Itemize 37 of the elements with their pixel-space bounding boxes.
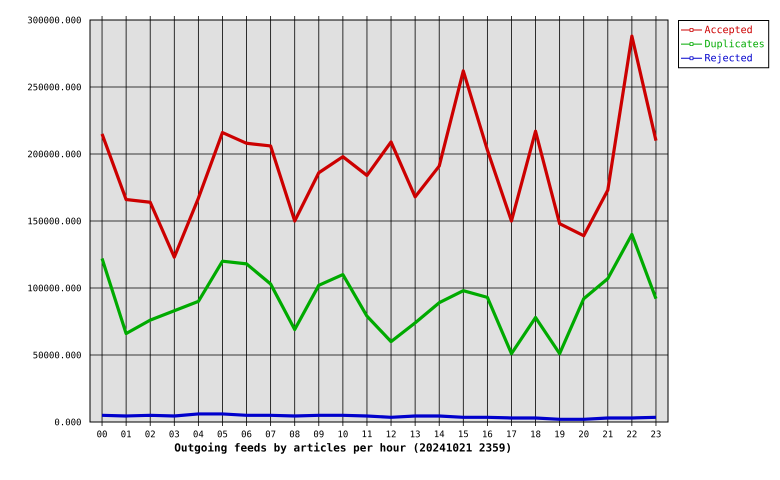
x-tick-label: 16 <box>483 430 492 438</box>
x-tick-label: 17 <box>507 430 516 438</box>
x-tick-label: 11 <box>362 430 372 438</box>
x-tick-label: 08 <box>290 430 300 438</box>
x-tick-label: 01 <box>121 430 131 438</box>
x-axis-title: Outgoing feeds by articles per hour (20241021 2359) <box>174 442 510 454</box>
x-tick-label: 04 <box>194 430 204 438</box>
y-tick-label: 300000.000 <box>28 16 81 24</box>
x-tick-label: 10 <box>338 430 348 438</box>
x-tick-label: 20 <box>578 430 589 438</box>
x-tick-label: 06 <box>242 430 252 438</box>
x-tick-label: 15 <box>458 430 468 438</box>
line-series <box>100 34 658 259</box>
legend-label: Rejected <box>705 54 752 64</box>
x-tick-label: 14 <box>434 430 444 438</box>
x-tick-label: 19 <box>555 430 564 438</box>
y-tick-label: 150000.000 <box>28 218 81 224</box>
x-tick-label: 18 <box>531 430 540 438</box>
x-tick-label: 02 <box>145 430 155 438</box>
line-series <box>100 232 658 356</box>
x-tick-label: 00 <box>97 430 107 438</box>
legend-label: Accepted <box>704 25 752 36</box>
y-tick-label: 250000.000 <box>28 84 81 90</box>
y-tick-label: 0.000 <box>54 418 81 426</box>
x-tick-label: 23 <box>651 430 661 438</box>
legend-label: Duplicates <box>705 40 764 50</box>
x-tick-label: 12 <box>386 430 396 438</box>
x-tick-label: 09 <box>314 430 324 438</box>
x-tick-label: 13 <box>410 430 420 438</box>
x-tick-label: 03 <box>169 430 180 438</box>
y-tick-label: 200000.000 <box>28 150 81 158</box>
y-tick-label: 50000.000 <box>33 352 81 358</box>
x-tick-label: 22 <box>627 430 637 438</box>
y-tick-label: 100000.000 <box>28 284 81 292</box>
x-tick-label: 07 <box>266 430 276 438</box>
x-tick-label: 05 <box>218 430 228 438</box>
x-tick-label: 21 <box>603 430 613 438</box>
